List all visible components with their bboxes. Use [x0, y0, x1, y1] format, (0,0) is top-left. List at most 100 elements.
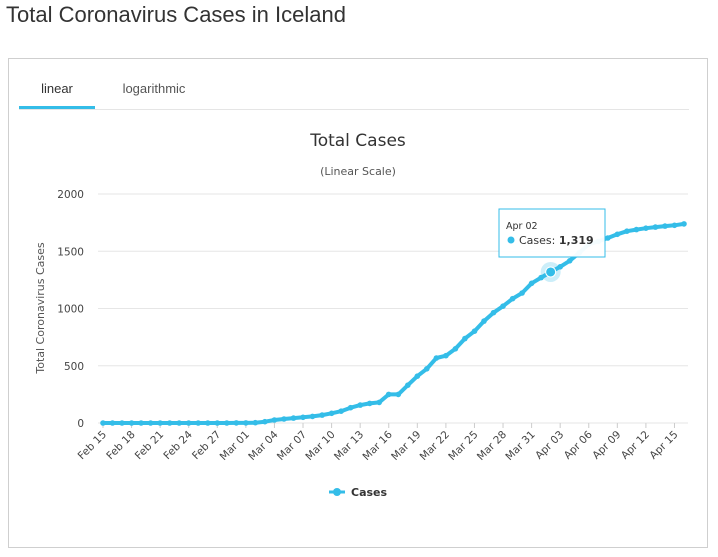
- data-point[interactable]: [233, 420, 240, 426]
- data-point[interactable]: [462, 335, 468, 342]
- data-point[interactable]: [633, 226, 640, 233]
- x-tick-label: Mar 07: [275, 429, 309, 463]
- data-point[interactable]: [652, 224, 659, 230]
- data-point[interactable]: [643, 225, 649, 231]
- x-tick-label: Mar 28: [475, 429, 509, 463]
- data-point[interactable]: [100, 420, 106, 426]
- tooltip-box: [498, 208, 606, 258]
- tab-linear[interactable]: linear: [19, 81, 95, 109]
- x-tick-label: Mar 16: [361, 428, 396, 463]
- x-tick-label: Apr 09: [590, 429, 623, 462]
- data-point[interactable]: [452, 346, 459, 352]
- x-tick-label: Apr 06: [562, 428, 595, 461]
- data-point[interactable]: [395, 391, 402, 398]
- x-tick-label: Feb 21: [133, 429, 166, 462]
- data-point[interactable]: [157, 420, 163, 426]
- y-tick-label-2000: 2000: [57, 189, 84, 201]
- data-point[interactable]: [271, 417, 278, 423]
- data-point[interactable]: [376, 399, 383, 406]
- tab-logarithmic[interactable]: logarithmic: [122, 81, 186, 96]
- data-point[interactable]: [414, 373, 421, 380]
- data-point[interactable]: [252, 419, 259, 426]
- chart-panel: linear logarithmic: [8, 58, 708, 548]
- data-point[interactable]: [309, 413, 316, 420]
- y-tick-label-1500: 1500: [57, 246, 84, 258]
- data-point[interactable]: [481, 318, 487, 324]
- y-tick-label-0: 0: [77, 418, 84, 430]
- data-point[interactable]: [509, 295, 516, 302]
- data-point[interactable]: [347, 404, 354, 411]
- data-point[interactable]: [424, 366, 430, 372]
- data-point[interactable]: [605, 235, 611, 241]
- x-tick-label: Mar 01: [218, 429, 252, 463]
- x-tick-label: Mar 22: [418, 429, 452, 463]
- legend[interactable]: Cases: [329, 486, 388, 499]
- data-point[interactable]: [557, 264, 563, 270]
- data-point[interactable]: [128, 420, 135, 426]
- data-point[interactable]: [262, 418, 268, 425]
- y-axis-label: Total Coronavirus Cases: [34, 242, 47, 375]
- data-point[interactable]: [185, 420, 192, 426]
- x-tick-label: Apr 03: [533, 429, 566, 462]
- data-point[interactable]: [176, 420, 182, 426]
- hover-point[interactable]: [545, 266, 557, 278]
- data-point[interactable]: [109, 420, 116, 426]
- data-point[interactable]: [366, 400, 373, 407]
- x-tick-label: Mar 10: [303, 429, 337, 463]
- data-point[interactable]: [338, 408, 344, 415]
- y-axis-ticks: 0 500 1000 1500 2000: [57, 189, 84, 430]
- tooltip-value: Cases: 1,319: [519, 234, 594, 247]
- x-tick-label: Feb 24: [161, 428, 195, 462]
- data-point[interactable]: [519, 290, 525, 296]
- data-point[interactable]: [205, 420, 211, 426]
- chart-title: Total Cases: [309, 131, 406, 151]
- legend-marker: [333, 488, 341, 496]
- data-point[interactable]: [319, 412, 325, 418]
- data-point[interactable]: [281, 416, 287, 422]
- tooltip-marker: [507, 236, 515, 244]
- x-tick-label: Mar 13: [332, 429, 366, 463]
- data-point[interactable]: [614, 231, 621, 238]
- data-point[interactable]: [328, 410, 335, 417]
- data-point[interactable]: [119, 420, 125, 426]
- data-point[interactable]: [500, 303, 506, 310]
- data-point[interactable]: [166, 420, 173, 426]
- data-point[interactable]: [662, 223, 668, 229]
- data-point[interactable]: [405, 382, 411, 389]
- data-point[interactable]: [147, 420, 154, 426]
- data-point[interactable]: [471, 328, 478, 335]
- data-point[interactable]: [490, 309, 497, 316]
- data-point[interactable]: [433, 355, 440, 361]
- x-tick-label: Mar 25: [446, 429, 480, 463]
- data-point[interactable]: [214, 420, 221, 426]
- data-point[interactable]: [290, 415, 297, 421]
- data-point[interactable]: [138, 420, 144, 426]
- data-point[interactable]: [300, 414, 306, 421]
- grid-layer: [98, 193, 688, 424]
- data-point[interactable]: [528, 280, 535, 287]
- tooltip-date: Apr 02: [506, 221, 538, 232]
- data-point[interactable]: [195, 420, 201, 426]
- data-point[interactable]: [624, 228, 630, 234]
- y-tick-label-1000: 1000: [57, 304, 84, 316]
- data-point[interactable]: [538, 274, 544, 281]
- legend-item-cases[interactable]: Cases: [351, 486, 388, 499]
- tooltip-value-label: Cases:: [519, 234, 555, 247]
- chart-subtitle: (Linear Scale): [320, 165, 396, 178]
- data-point[interactable]: [566, 258, 573, 264]
- x-tick-label: Feb 18: [104, 429, 137, 462]
- data-point[interactable]: [443, 352, 449, 359]
- data-point[interactable]: [243, 420, 249, 426]
- page-title: Total Coronavirus Cases in Iceland: [6, 2, 346, 27]
- x-tick-label: Mar 31: [503, 429, 537, 463]
- data-point[interactable]: [224, 420, 230, 426]
- data-point[interactable]: [385, 391, 392, 398]
- x-tick-label: Apr 15: [647, 429, 680, 462]
- data-point[interactable]: [671, 222, 678, 229]
- data-point[interactable]: [357, 402, 364, 408]
- data-point[interactable]: [681, 221, 687, 227]
- x-tick-label: Mar 04: [246, 428, 281, 463]
- scale-tabs: linear logarithmic: [19, 59, 689, 110]
